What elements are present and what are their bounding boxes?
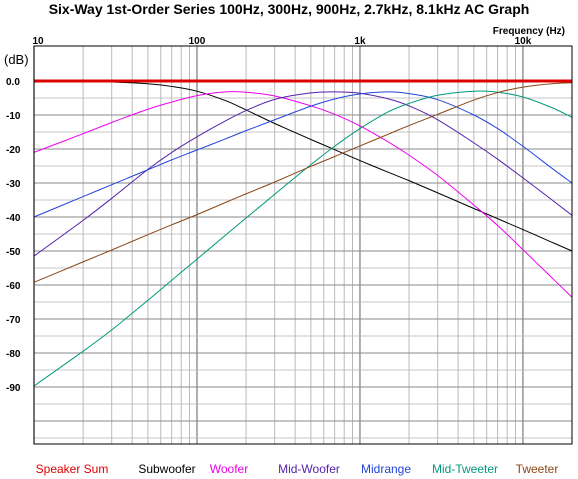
x-tick-label: 100 (189, 36, 206, 47)
chart-title: Six-Way 1st-Order Series 100Hz, 300Hz, 9… (49, 1, 530, 17)
y-tick-label: 0.0 (6, 77, 20, 88)
y-tick-label: -20 (6, 145, 21, 156)
legend-item-subwoofer: Subwoofer (138, 462, 195, 476)
series-line-midrange (33, 91, 573, 218)
series-line-tweeter (33, 82, 573, 283)
plot-frame (33, 45, 573, 445)
x-tick-label: 1k (354, 36, 366, 47)
legend-item-tweeter: Tweeter (516, 462, 559, 476)
grid (33, 46, 573, 444)
series-line-woofer (33, 91, 573, 298)
y-tick-label: -80 (6, 349, 21, 360)
legend-item-mid-woofer: Mid-Woofer (278, 462, 340, 476)
legend-item-midrange: Midrange (361, 462, 411, 476)
x-tick-label: 10 (32, 36, 44, 47)
series-line-subwoofer (33, 80, 573, 252)
tick-labels: 10 100 1k 10k 0.0 -10 -20 -30 -40 -50 -60 -70 -80 -90 (6, 36, 532, 394)
legend-item-speaker-sum: Speaker Sum (36, 462, 109, 476)
legend-item-mid-tweeter: Mid-Tweeter (432, 462, 498, 476)
x-axis-label: Frequency (Hz) (493, 26, 565, 37)
y-axis-label: (dB) (4, 52, 29, 67)
series-lines (33, 79, 573, 387)
series-line-mid-tweeter (33, 90, 573, 387)
y-tick-label: -50 (6, 247, 21, 258)
legend-item-woofer: Woofer (210, 462, 248, 476)
legend: Speaker Sum Subwoofer Woofer Mid-Woofer Midr… (36, 462, 559, 476)
y-tick-label: -10 (6, 111, 21, 122)
y-tick-label: -90 (6, 383, 21, 394)
y-tick-label: -30 (6, 179, 21, 190)
series-line-mid-woofer (33, 91, 573, 257)
x-tick-label: 10k (515, 36, 532, 47)
y-tick-label: -70 (6, 315, 21, 326)
y-tick-label: -60 (6, 281, 21, 292)
y-tick-label: -40 (6, 213, 21, 224)
